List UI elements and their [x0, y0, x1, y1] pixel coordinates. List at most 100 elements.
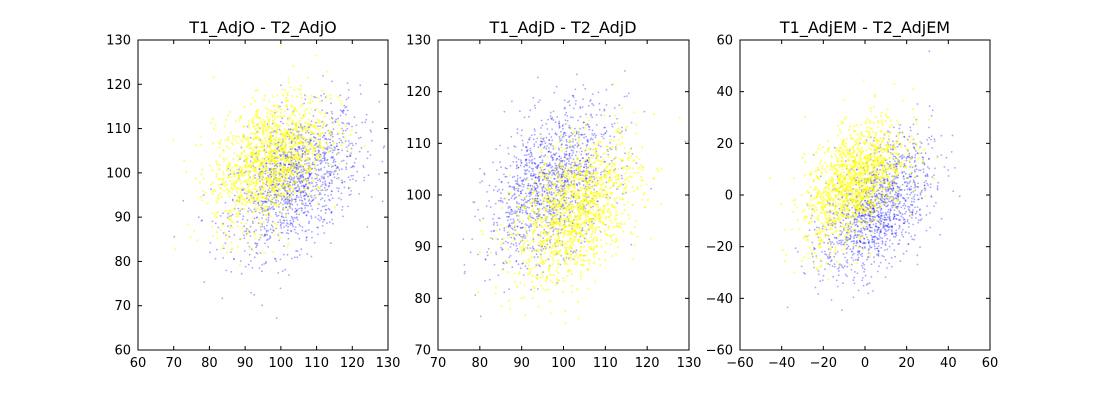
scatter-point	[324, 161, 327, 164]
scatter-point	[607, 156, 610, 159]
scatter-point	[545, 136, 548, 139]
scatter-point	[311, 208, 314, 211]
scatter-point	[276, 142, 279, 145]
scatter-point	[469, 251, 472, 254]
scatter-point	[492, 161, 494, 164]
scatter-point	[630, 121, 633, 124]
scatter-point	[311, 180, 314, 184]
scatter-point	[259, 160, 262, 163]
scatter-point	[296, 216, 298, 219]
scatter-point	[367, 150, 369, 153]
scatter-point	[307, 186, 310, 189]
scatter-point	[330, 193, 332, 196]
scatter-point	[331, 151, 334, 154]
scatter-point	[301, 199, 303, 202]
scatter-point	[323, 232, 326, 234]
scatter-point	[544, 174, 547, 177]
scatter-point	[214, 124, 217, 127]
scatter-point	[209, 183, 212, 186]
scatter-point	[295, 217, 297, 220]
scatter-point	[274, 138, 277, 142]
scatter-point	[280, 84, 282, 86]
scatter-point	[245, 221, 248, 225]
scatter-point	[241, 174, 244, 177]
scatter-point	[253, 202, 255, 205]
scatter-point	[309, 181, 311, 184]
scatter-point	[544, 168, 546, 171]
scatter-point	[306, 138, 309, 141]
scatter-point	[605, 166, 609, 169]
scatter-point	[525, 178, 527, 181]
scatter-point	[276, 190, 279, 193]
scatter-point	[248, 175, 251, 178]
scatter-point	[529, 184, 532, 187]
scatter-point	[280, 153, 284, 156]
scatter-point	[198, 181, 202, 184]
scatter-point	[565, 163, 567, 166]
scatter-point	[251, 267, 254, 269]
scatter-point	[286, 222, 288, 224]
scatter-point	[552, 233, 555, 236]
scatter-point	[583, 133, 586, 136]
scatter-point	[268, 144, 271, 147]
scatter-point	[593, 188, 595, 191]
scatter-point	[236, 164, 239, 167]
scatter-point	[353, 165, 355, 168]
scatter-point	[576, 202, 579, 205]
scatter-point	[277, 150, 280, 153]
scatter-point	[353, 116, 356, 119]
scatter-point	[249, 225, 252, 228]
scatter-point	[260, 140, 263, 143]
scatter-point	[516, 128, 519, 131]
scatter-point	[255, 146, 258, 149]
scatter-point	[287, 119, 290, 122]
scatter-point	[270, 198, 273, 201]
scatter-point	[525, 195, 528, 198]
scatter-point	[327, 165, 330, 168]
scatter-point	[247, 188, 250, 191]
scatter-point	[277, 155, 280, 158]
scatter-point	[523, 296, 526, 299]
scatter-point	[285, 206, 287, 209]
scatter-point	[291, 203, 294, 206]
scatter-point	[233, 182, 236, 185]
scatter-point	[313, 95, 316, 98]
scatter-point	[494, 286, 498, 289]
scatter-point	[537, 191, 540, 194]
scatter-point	[254, 89, 257, 92]
scatter-point	[534, 190, 537, 193]
scatter-point	[289, 181, 291, 184]
scatter-point	[233, 194, 236, 197]
scatter-point	[545, 225, 549, 228]
scatter-point	[252, 175, 255, 178]
scatter-point	[285, 159, 288, 162]
scatter-point	[514, 210, 516, 212]
scatter-point	[306, 169, 309, 172]
scatter-point	[561, 220, 564, 223]
scatter-point	[554, 121, 557, 124]
scatter-point	[568, 104, 571, 107]
scatter-point	[507, 152, 510, 155]
scatter-point	[261, 142, 264, 145]
scatter-point	[215, 231, 218, 234]
scatter-point	[496, 190, 499, 193]
scatter-point	[321, 177, 323, 179]
scatter-point	[307, 141, 309, 143]
scatter-point	[535, 215, 538, 218]
scatter-point	[306, 144, 309, 147]
scatter-point	[306, 177, 309, 180]
scatter-point	[603, 173, 606, 176]
scatter-point	[252, 116, 255, 119]
scatter-point	[274, 112, 277, 115]
scatter-point	[326, 159, 328, 162]
scatter-point	[503, 229, 506, 232]
scatter-point	[319, 153, 322, 156]
scatter-point	[542, 200, 545, 203]
scatter-point	[314, 197, 317, 199]
scatter-point	[287, 237, 290, 240]
scatter-point	[244, 204, 247, 207]
scatter-point	[300, 196, 303, 199]
scatter-point	[292, 158, 295, 161]
scatter-point	[298, 223, 301, 226]
scatter-point	[548, 147, 550, 149]
